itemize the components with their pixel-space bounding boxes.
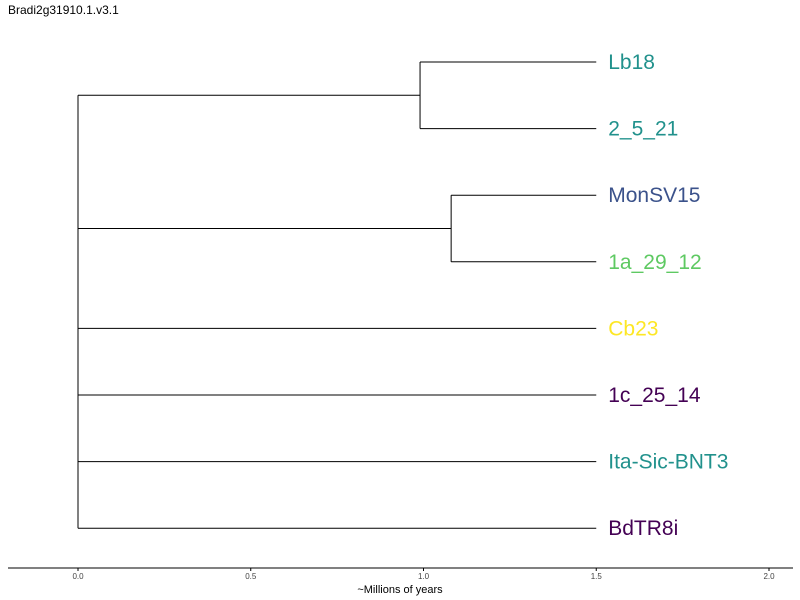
x-tick-label-1.0: 1.0 <box>418 572 430 581</box>
leaf-label-Lb18: Lb18 <box>608 51 655 74</box>
x-axis-label: ~Millions of years <box>357 584 443 596</box>
x-tick-label-1.5: 1.5 <box>591 572 603 581</box>
x-tick-label-0.5: 0.5 <box>245 572 257 581</box>
leaf-label-Cb23: Cb23 <box>608 317 658 340</box>
x-tick-label-2.0: 2.0 <box>763 572 775 581</box>
leaf-label-1c_25_14: 1c_25_14 <box>608 384 701 407</box>
leaf-label-MonSV15: MonSV15 <box>608 184 700 207</box>
leaf-label-2_5_21: 2_5_21 <box>608 118 678 141</box>
leaf-label-1a_29_12: 1a_29_12 <box>608 251 701 274</box>
leaf-label-BdTR8i: BdTR8i <box>608 517 678 540</box>
x-tick-label-0.0: 0.0 <box>72 572 84 581</box>
chart-title: Bradi2g31910.1.v3.1 <box>8 3 119 17</box>
leaf-label-Ita-Sic-BNT3: Ita-Sic-BNT3 <box>608 451 728 474</box>
